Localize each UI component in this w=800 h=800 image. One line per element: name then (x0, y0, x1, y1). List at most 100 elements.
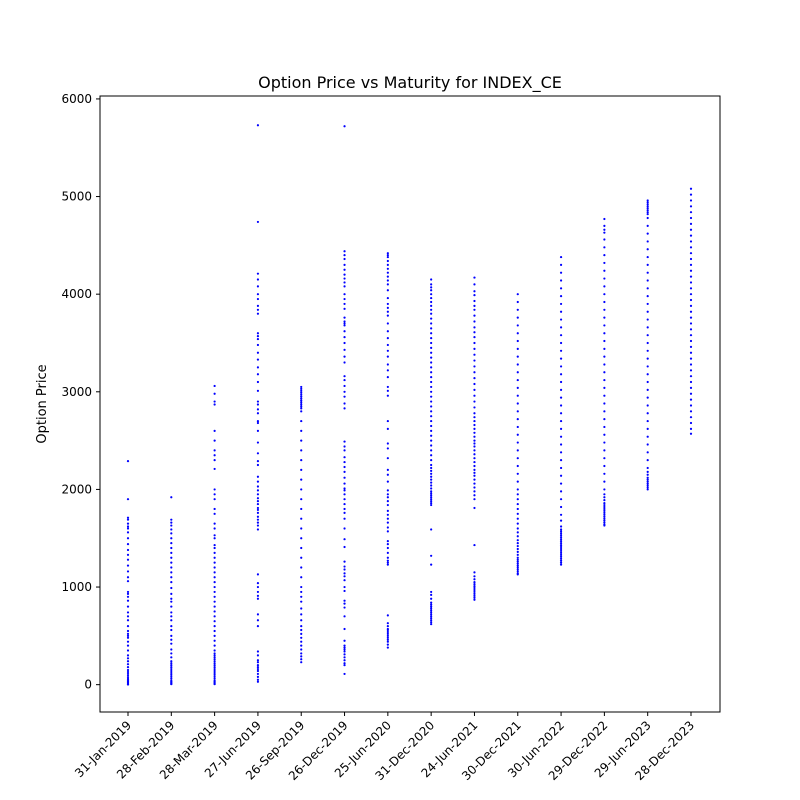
scatter-point (646, 388, 649, 391)
scatter-point (256, 304, 260, 307)
scatter-point (300, 655, 303, 658)
scatter-point (516, 347, 519, 350)
scatter-point (170, 628, 173, 632)
scatter-point (300, 498, 303, 501)
scatter-point (343, 599, 346, 602)
scatter-point (603, 507, 606, 511)
scatter-point (603, 519, 606, 522)
scatter-point (386, 263, 389, 266)
scatter-point (430, 400, 433, 403)
scatter-point (559, 547, 563, 551)
scatter-point (689, 281, 693, 284)
scatter-point (213, 610, 216, 613)
scatter-point (386, 279, 389, 282)
scatter-point (256, 421, 260, 425)
scatter-point (559, 466, 563, 470)
scatter-point (689, 398, 693, 401)
scatter-point (170, 669, 173, 673)
scatter-point (213, 658, 216, 661)
scatter-point (170, 551, 173, 554)
scatter-point (646, 209, 649, 212)
scatter-point (430, 304, 433, 307)
scatter-point (126, 619, 130, 622)
scatter-point (516, 433, 519, 436)
scatter-point (300, 391, 303, 394)
scatter-point (559, 334, 563, 337)
scatter-point (256, 452, 260, 455)
scatter-point (170, 528, 173, 531)
scatter-point (256, 497, 260, 500)
scatter-point (559, 519, 563, 522)
scatter-point (430, 554, 433, 557)
scatter-point (300, 410, 303, 413)
scatter-point (430, 466, 433, 470)
scatter-point (343, 378, 346, 382)
scatter-point (300, 595, 303, 598)
scatter-point (170, 664, 173, 667)
scatter-point (386, 310, 389, 313)
scatter-point (559, 365, 563, 368)
scatter-point (300, 393, 303, 396)
scatter-point (213, 571, 216, 574)
scatter-point (646, 451, 649, 454)
scatter-point (386, 632, 389, 636)
scatter-point (689, 392, 693, 395)
scatter-point (603, 277, 606, 280)
scatter-point (213, 561, 216, 564)
scatter-point (430, 341, 433, 345)
scatter-point (646, 318, 649, 321)
scatter-point (386, 376, 389, 379)
scatter-point (300, 401, 303, 404)
scatter-point (386, 457, 389, 460)
scatter-point (343, 316, 346, 319)
scatter-point (430, 487, 433, 490)
scatter-point (473, 336, 476, 339)
scatter-point (603, 524, 606, 527)
scatter-point (126, 548, 130, 552)
scatter-point (516, 531, 519, 534)
scatter-point (300, 576, 303, 579)
scatter-point (343, 322, 346, 325)
scatter-point (213, 556, 216, 559)
scatter-point (170, 537, 173, 540)
scatter-point (646, 213, 649, 216)
scatter-point (213, 467, 216, 471)
scatter-point (646, 349, 649, 352)
scatter-point (213, 590, 216, 594)
scatter-point (689, 193, 693, 196)
scatter-point (256, 272, 260, 275)
scatter-point (213, 669, 216, 673)
scatter-point (213, 600, 216, 603)
scatter-point (343, 320, 346, 323)
scatter-point (559, 271, 563, 274)
scatter-point (430, 472, 433, 475)
scatter-point (386, 636, 389, 639)
scatter-point (473, 377, 476, 380)
scatter-point (430, 621, 433, 624)
scatter-point (430, 337, 433, 340)
scatter-point (213, 581, 216, 584)
scatter-point (559, 435, 563, 438)
scatter-point (473, 299, 476, 303)
scatter-point (603, 433, 606, 436)
scatter-point (126, 527, 130, 530)
scatter-point (386, 271, 389, 274)
scatter-point (256, 680, 260, 683)
scatter-point (689, 293, 693, 296)
scatter-point (559, 542, 563, 545)
scatter-point (386, 493, 389, 496)
scatter-point (256, 332, 260, 335)
scatter-point (430, 317, 433, 320)
scatter-point (646, 326, 649, 329)
scatter-point (646, 310, 649, 313)
scatter-point (170, 660, 173, 663)
scatter-point (646, 271, 649, 274)
scatter-point (646, 248, 649, 251)
scatter-point (603, 493, 606, 496)
scatter-point (386, 369, 389, 372)
scatter-point (516, 386, 519, 389)
scatter-point (516, 308, 519, 311)
scatter-point (170, 642, 173, 645)
scatter-point (559, 555, 563, 558)
